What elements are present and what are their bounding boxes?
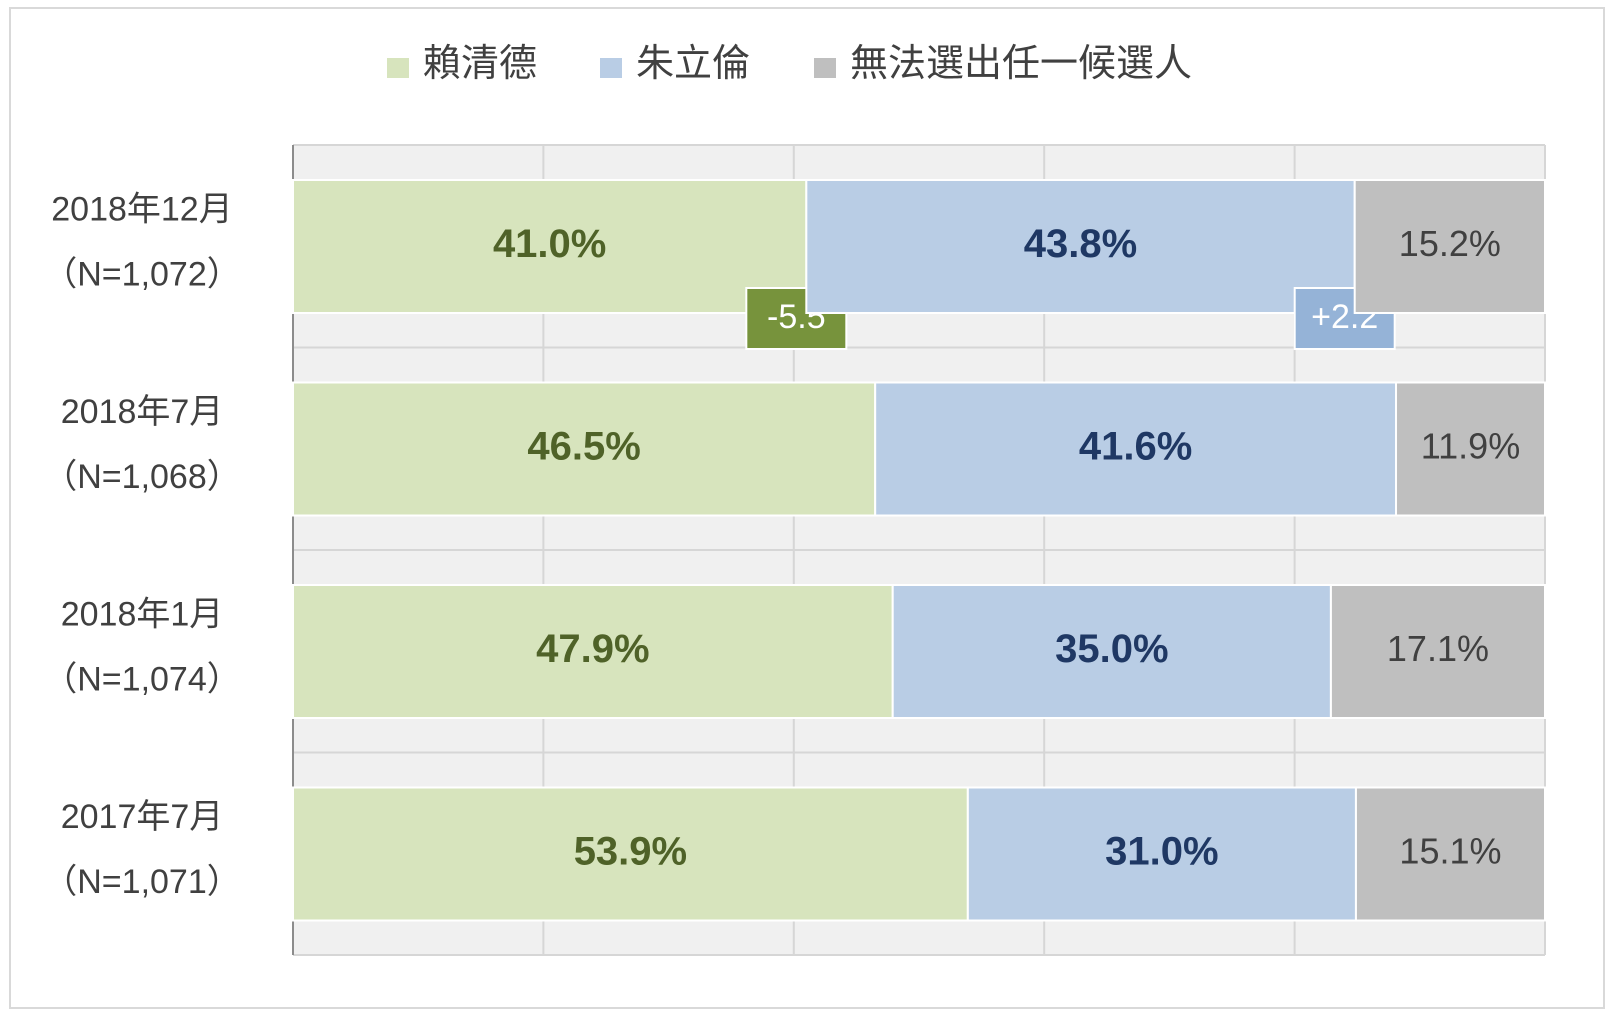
value-label: 31.0% <box>1105 830 1218 874</box>
sample-size-label: （N=1,071） <box>43 863 241 901</box>
sample-size-label: （N=1,068） <box>43 458 241 496</box>
bar-segment <box>805 179 1356 314</box>
value-label: 43.8% <box>1024 222 1137 266</box>
bar-segment <box>966 786 1357 922</box>
sample-size-label: （N=1,074） <box>43 660 241 698</box>
bar-segment <box>891 584 1332 719</box>
value-label: 35.0% <box>1055 627 1168 671</box>
value-label: 15.2% <box>1399 223 1501 264</box>
category-label: 2018年1月 <box>61 595 224 633</box>
bar-segment <box>1353 179 1547 314</box>
bar-segment <box>292 584 894 719</box>
value-label: 15.1% <box>1399 831 1501 872</box>
category-label: 2018年12月 <box>51 190 232 228</box>
bar-segment <box>874 381 1398 517</box>
legend-label: 朱立倫 <box>636 43 750 85</box>
bar-segment <box>1329 584 1546 719</box>
category-label: 2017年7月 <box>61 798 224 836</box>
sample-size-label: （N=1,072） <box>43 255 241 293</box>
legend-swatch <box>814 58 836 78</box>
bar-segment <box>292 786 969 922</box>
value-label: 46.5% <box>527 425 640 469</box>
value-label: 41.0% <box>493 222 606 266</box>
value-label: 41.6% <box>1079 425 1192 469</box>
value-label: 11.9% <box>1421 426 1520 467</box>
category-label: 2018年7月 <box>61 393 224 431</box>
bar-segment <box>1395 381 1546 517</box>
value-label: 47.9% <box>536 627 649 671</box>
legend-swatch <box>387 58 409 78</box>
legend-label: 賴清德 <box>423 43 537 85</box>
bar-segment <box>1354 786 1546 922</box>
legend-label: 無法選出任一候選人 <box>850 43 1192 85</box>
value-label: 17.1% <box>1387 628 1489 669</box>
value-label: 53.9% <box>574 830 687 874</box>
legend-swatch <box>600 58 622 78</box>
